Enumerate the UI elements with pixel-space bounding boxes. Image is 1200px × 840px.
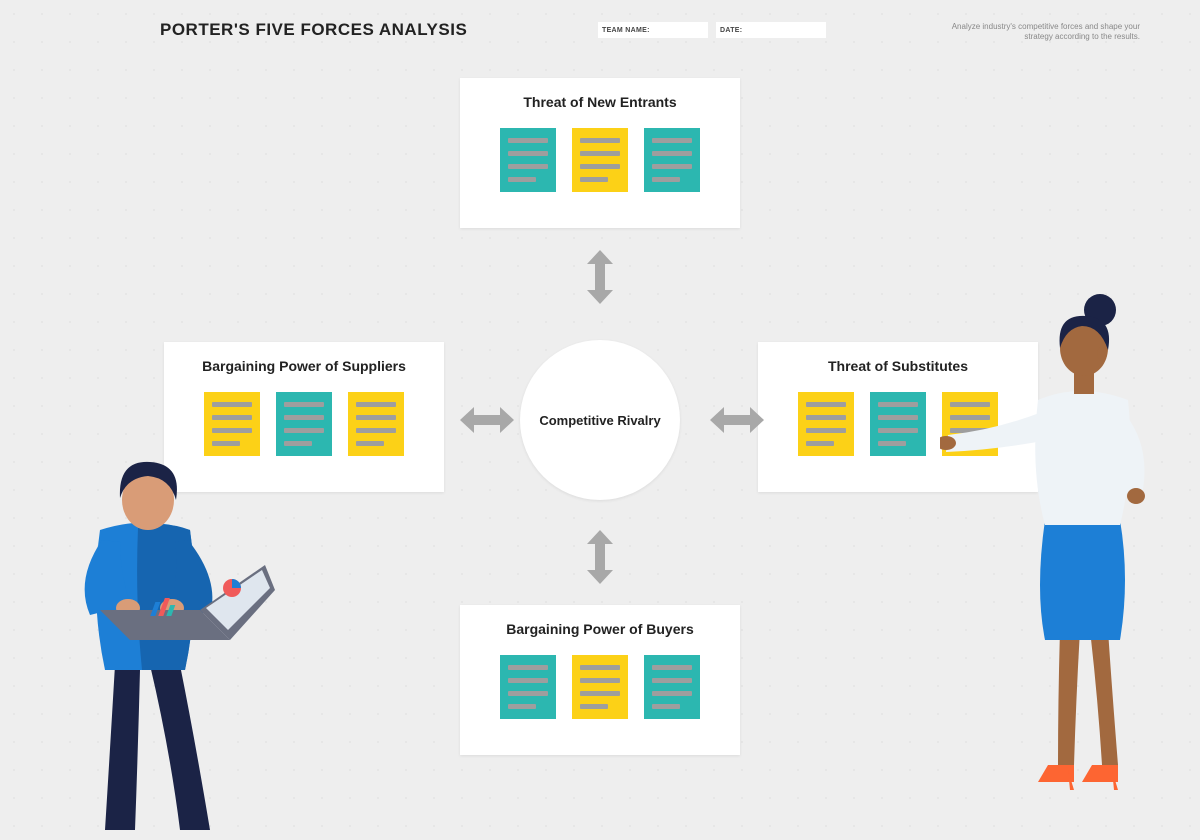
card-line: [580, 691, 620, 696]
card-line: [652, 704, 680, 709]
card-line: [356, 428, 396, 433]
note-card[interactable]: [644, 655, 700, 719]
card-line: [878, 428, 918, 433]
note-card[interactable]: [798, 392, 854, 456]
card-line: [878, 402, 918, 407]
force-title-new-entrants: Threat of New Entrants: [474, 94, 726, 110]
card-line: [878, 441, 906, 446]
card-line: [806, 415, 846, 420]
card-line: [508, 665, 548, 670]
person-man-illustration: [20, 430, 280, 830]
card-line: [284, 441, 312, 446]
force-title-suppliers: Bargaining Power of Suppliers: [178, 358, 430, 374]
card-line: [580, 704, 608, 709]
cards-row: [474, 655, 726, 719]
card-line: [508, 138, 548, 143]
card-line: [652, 691, 692, 696]
card-line: [580, 164, 620, 169]
card-line: [508, 691, 548, 696]
note-card[interactable]: [644, 128, 700, 192]
card-line: [580, 138, 620, 143]
card-line: [508, 704, 536, 709]
card-line: [652, 678, 692, 683]
note-card[interactable]: [870, 392, 926, 456]
card-line: [806, 402, 846, 407]
arrow-right-icon: [710, 405, 764, 435]
person-woman-illustration: [940, 270, 1180, 810]
note-card[interactable]: [572, 128, 628, 192]
arrow-top-icon: [585, 250, 615, 304]
note-card[interactable]: [572, 655, 628, 719]
card-line: [652, 151, 692, 156]
card-line: [580, 151, 620, 156]
note-card[interactable]: [500, 128, 556, 192]
card-line: [508, 678, 548, 683]
note-card[interactable]: [500, 655, 556, 719]
card-line: [652, 164, 692, 169]
card-line: [212, 415, 252, 420]
note-card[interactable]: [348, 392, 404, 456]
note-card[interactable]: [276, 392, 332, 456]
card-line: [806, 441, 834, 446]
card-line: [806, 428, 846, 433]
cards-row: [474, 128, 726, 192]
arrow-bottom-icon: [585, 530, 615, 584]
force-box-new-entrants: Threat of New Entrants: [460, 78, 740, 228]
card-line: [580, 678, 620, 683]
card-line: [284, 402, 324, 407]
card-line: [356, 415, 396, 420]
card-line: [284, 415, 324, 420]
force-title-buyers: Bargaining Power of Buyers: [474, 621, 726, 637]
diagram-canvas: Competitive Rivalry Threat of New Entrant…: [0, 0, 1200, 840]
card-line: [580, 177, 608, 182]
card-line: [652, 138, 692, 143]
card-line: [580, 665, 620, 670]
card-line: [878, 415, 918, 420]
arrow-left-icon: [460, 405, 514, 435]
card-line: [508, 177, 536, 182]
card-line: [508, 151, 548, 156]
card-line: [212, 402, 252, 407]
force-box-buyers: Bargaining Power of Buyers: [460, 605, 740, 755]
card-line: [356, 441, 384, 446]
center-label: Competitive Rivalry: [539, 413, 660, 428]
card-line: [508, 164, 548, 169]
card-line: [356, 402, 396, 407]
center-circle: Competitive Rivalry: [520, 340, 680, 500]
card-line: [284, 428, 324, 433]
card-line: [652, 665, 692, 670]
card-line: [652, 177, 680, 182]
